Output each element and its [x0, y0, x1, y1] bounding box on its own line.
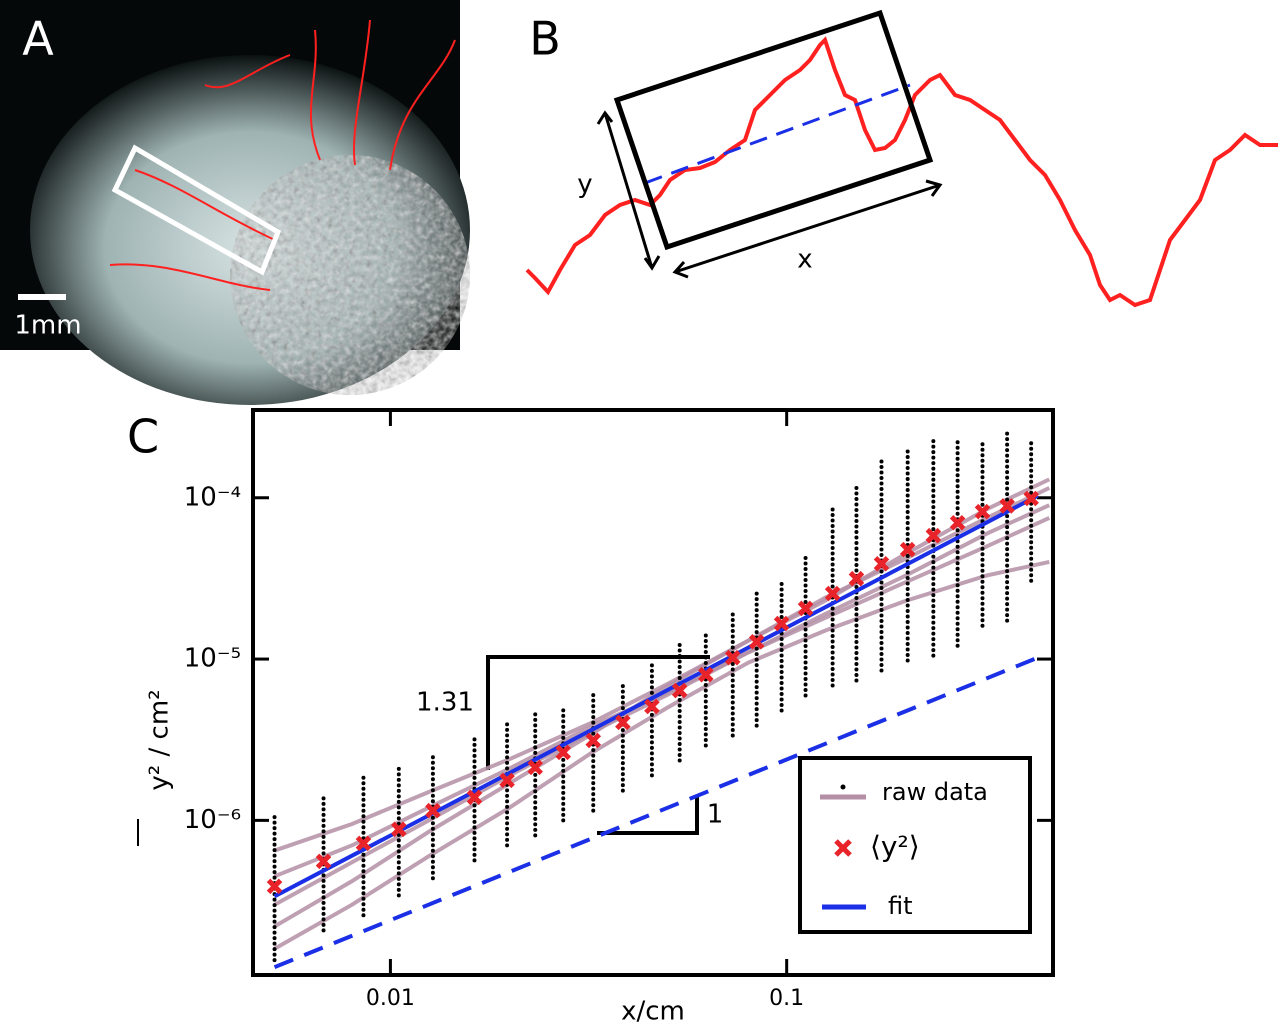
- front-profile: [525, 36, 1278, 308]
- selection-box: [111, 144, 282, 276]
- x-label: x: [797, 245, 812, 275]
- mean-marker: [315, 853, 332, 870]
- mean-marker: [466, 789, 483, 806]
- x-axis-label: x/cm: [621, 997, 685, 1023]
- mean-marker: [615, 714, 631, 731]
- mean-marker: [499, 772, 515, 789]
- x-tick-label: 0.01: [366, 986, 415, 1011]
- legend: raw data ⟨y²⟩ fit: [798, 756, 1032, 934]
- mean-marker: [355, 835, 372, 852]
- dimension-arrows: [596, 110, 943, 279]
- y-tick-label: 10⁻⁶: [184, 805, 241, 835]
- mean-marker: [873, 555, 890, 572]
- mean-marker: [671, 682, 688, 699]
- plot-frame: [251, 408, 1055, 977]
- mean-marker: [527, 759, 544, 776]
- panel-a: 1mm A: [0, 0, 470, 405]
- mean-marker: [899, 541, 916, 558]
- legend-key: [834, 839, 852, 857]
- raw-curve: [273, 559, 1050, 951]
- legend-label: raw data: [882, 778, 988, 806]
- legend-key: [840, 784, 846, 790]
- mean-marker: [797, 600, 814, 617]
- mean-marker: [391, 821, 407, 838]
- mean-direction: [644, 83, 911, 185]
- panel-c: C x/cm y² / cm² 1.31 1 0.01 0.1 10⁻⁴ 10⁻⁵ 10…: [127, 408, 1055, 1023]
- legend-label: fit: [888, 892, 913, 920]
- mean-marker: [974, 503, 991, 520]
- y-axis-label: y² / cm²: [145, 689, 175, 790]
- slope-label: 1: [707, 800, 724, 830]
- panel-label: A: [22, 12, 54, 66]
- window-box: [613, 9, 934, 251]
- slope-bracket: [597, 797, 699, 835]
- mean-marker: [724, 649, 741, 666]
- mean-marker: [555, 744, 572, 761]
- colony-core: [230, 155, 470, 395]
- mean-marker: [748, 634, 765, 650]
- mean-marker: [949, 514, 966, 531]
- mean-marker: [266, 878, 283, 895]
- panel-b: B y x: [525, 9, 1278, 308]
- panel-label: B: [529, 12, 561, 66]
- mean-marker: [773, 615, 790, 632]
- y-tick-label: 10⁻⁵: [184, 644, 241, 674]
- mean-marker: [644, 698, 660, 715]
- x-tick-label: 0.1: [769, 986, 804, 1011]
- raw-curve: [273, 516, 1051, 879]
- mean-marker: [999, 498, 1015, 514]
- slope-label: 1.31: [416, 688, 474, 718]
- mean-marker: [585, 732, 602, 749]
- mean-marker: [925, 527, 942, 544]
- panel-label: C: [127, 410, 159, 464]
- scale-bar-label: 1mm: [14, 311, 81, 341]
- mean-marker: [824, 585, 841, 602]
- mean-marker: [425, 802, 441, 819]
- y-tick-label: 10⁻⁴: [184, 482, 241, 512]
- mean-marker: [848, 570, 865, 587]
- mean-marker: [1023, 490, 1039, 507]
- front-outline: [109, 19, 456, 291]
- legend-label: ⟨y²⟩: [870, 830, 920, 863]
- y-label: y: [577, 170, 592, 200]
- mean-marker: [698, 666, 714, 683]
- slope-bracket: [486, 655, 710, 770]
- guide-line: [273, 655, 1039, 970]
